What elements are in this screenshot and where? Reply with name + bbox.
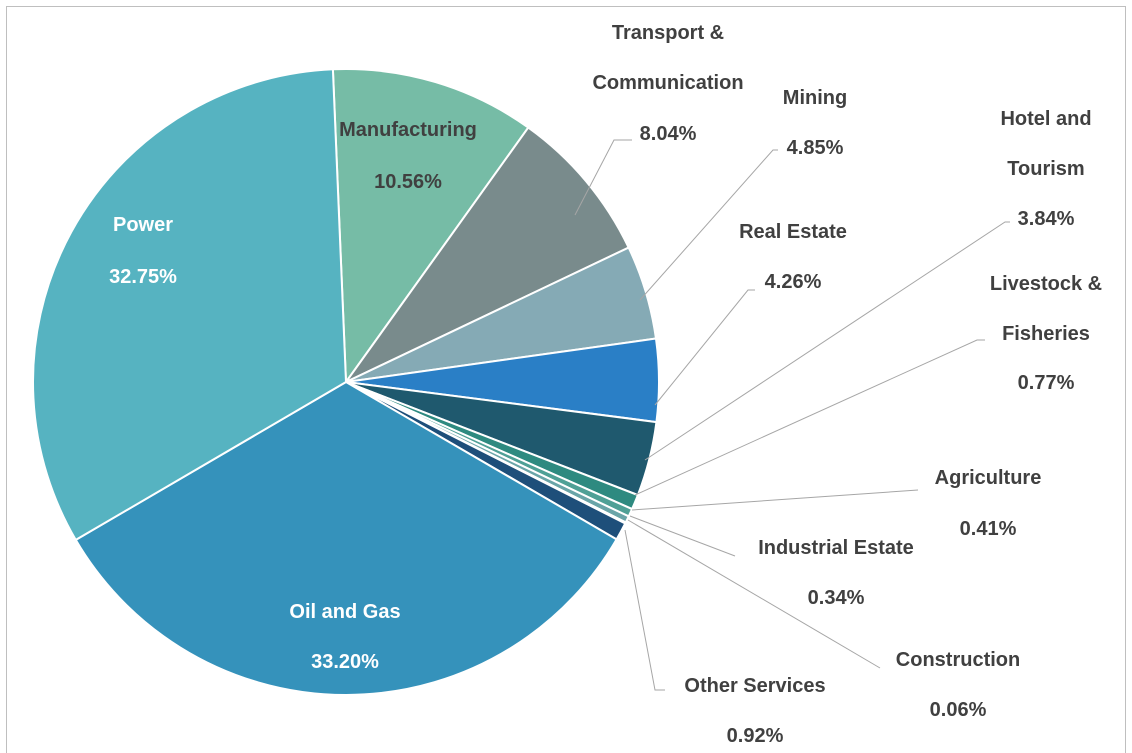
value-label: 0.41% <box>959 518 1017 540</box>
chart-border <box>6 6 1126 753</box>
leader-line <box>624 529 665 691</box>
pie-slice <box>74 380 618 696</box>
category-label: Industrial Estate <box>758 537 914 559</box>
value-label: 0.34% <box>807 587 865 609</box>
value-label: 4.85% <box>786 137 844 159</box>
category-label: Transport & Communication <box>592 22 744 94</box>
category-label: Livestock & Fisheries <box>989 273 1103 345</box>
category-label: Manufacturing <box>339 119 477 141</box>
category-label: Hotel and Tourism <box>1000 108 1092 180</box>
value-label: 0.06% <box>929 699 987 721</box>
leader-line <box>627 519 881 669</box>
value-label: 4.26% <box>764 271 822 293</box>
value-label: 10.56% <box>374 171 442 193</box>
category-label: Agriculture <box>934 467 1042 489</box>
category-label: Construction <box>895 649 1021 671</box>
pie-slice <box>331 68 530 385</box>
leader-line <box>644 221 1010 461</box>
value-label: 32.75% <box>109 266 177 288</box>
leader-line <box>639 149 778 301</box>
leader-line <box>634 339 985 496</box>
category-label: Other Services <box>684 675 826 697</box>
leader-line <box>629 515 736 557</box>
value-label: 0.92% <box>726 725 784 747</box>
leader-line <box>654 289 755 406</box>
category-label: Mining <box>782 87 848 109</box>
value-label: 33.20% <box>311 651 379 673</box>
category-label: Real Estate <box>739 221 847 243</box>
value-label: 3.84% <box>1017 208 1075 230</box>
category-label: Power <box>112 214 174 236</box>
leader-line <box>574 139 632 216</box>
pie-slice <box>345 126 630 383</box>
value-label: 0.77% <box>1017 372 1075 394</box>
value-label: 8.04% <box>639 123 697 145</box>
pie-slice <box>32 68 348 542</box>
leader-line <box>631 489 919 511</box>
category-label: Oil and Gas <box>289 601 401 623</box>
